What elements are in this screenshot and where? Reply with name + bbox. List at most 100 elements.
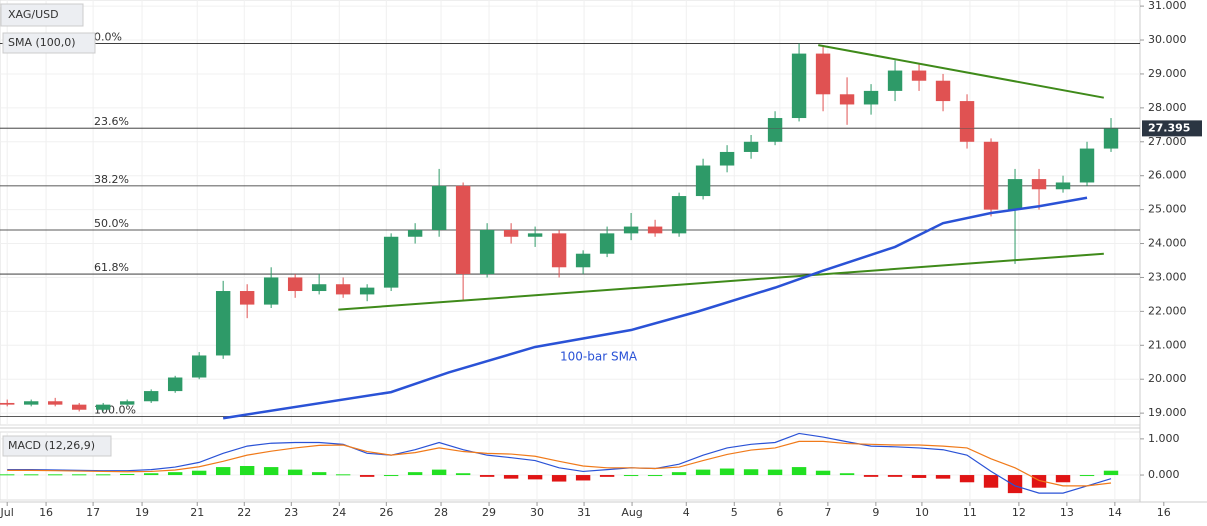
candle-body [191, 355, 207, 378]
histogram-bar [119, 473, 135, 476]
candle-body [863, 90, 879, 105]
price-panel [0, 0, 1141, 426]
candle-body [1031, 179, 1047, 190]
fib-label: 23.6% [94, 115, 129, 128]
candle-body [887, 70, 903, 91]
x-tick-label: 21 [190, 506, 204, 519]
histogram-bar [407, 472, 423, 476]
fib-label: 61.8% [94, 261, 129, 274]
trendline [818, 44, 1104, 99]
price-plot: 0.0%23.6%38.2%50.0%61.8%100.0% [0, 0, 1140, 425]
candle-body [383, 236, 399, 288]
candle-body [407, 229, 423, 237]
histogram-bar [719, 468, 735, 476]
macd-line [7, 432, 1112, 494]
x-tick-label: 5 [731, 506, 738, 519]
histogram-bar [287, 469, 303, 476]
y-tick-label: 22.000 [1148, 304, 1187, 317]
candle-body [1079, 148, 1095, 183]
candle-body [911, 70, 927, 81]
y-tick-label: 0.000 [1148, 468, 1180, 481]
histogram-bar [191, 470, 207, 476]
histogram-bar [791, 467, 807, 476]
candle-body [143, 391, 159, 402]
histogram-bar [671, 472, 687, 476]
candle-body [1103, 128, 1119, 149]
candle-body [671, 196, 687, 234]
histogram-bar [47, 474, 63, 476]
x-tick-label: Aug [621, 506, 642, 519]
candle-body [479, 229, 495, 275]
histogram-bar [1055, 475, 1071, 483]
candle-body [431, 185, 447, 230]
x-tick-label: 9 [872, 506, 879, 519]
candle-body [239, 291, 255, 305]
histogram-bar [887, 475, 903, 477]
histogram-bar [431, 469, 447, 476]
candle-body [527, 233, 543, 237]
candle-body [503, 229, 519, 237]
candle-body [839, 94, 855, 105]
histogram-bar [71, 474, 87, 476]
x-tick-label: 10 [915, 506, 929, 519]
candle-body [935, 80, 951, 102]
candle-body [1007, 179, 1023, 210]
histogram-bar [503, 475, 519, 479]
x-tick-label: 30 [530, 506, 544, 519]
candle-body [575, 253, 591, 268]
histogram-bar [479, 475, 495, 477]
histogram-bar [839, 473, 855, 476]
candle-body [695, 165, 711, 197]
histogram-bar [359, 475, 375, 477]
macd-panel [0, 431, 1141, 501]
x-tick-label: 11 [963, 506, 977, 519]
sma-label: 100-bar SMA [560, 350, 638, 364]
candle-body [263, 277, 279, 305]
candle-body [23, 401, 39, 405]
y-tick-label: 26.000 [1148, 169, 1187, 182]
candle-body [47, 401, 63, 405]
y-tick-label: 30.000 [1148, 33, 1187, 46]
x-tick-label: 16 [1157, 506, 1171, 519]
candle-body [119, 401, 135, 405]
x-tick-label: 23 [284, 506, 298, 519]
histogram-bar [743, 469, 759, 476]
y-tick-label: 20.000 [1148, 372, 1187, 385]
last-price-box [1142, 120, 1202, 137]
candle-body [983, 141, 999, 210]
histogram-bar [575, 475, 591, 481]
histogram-bar [959, 475, 975, 483]
y-tick-label: 29.000 [1148, 67, 1187, 80]
histogram-bar [239, 466, 255, 476]
y-tick-label: 19.000 [1148, 406, 1187, 419]
candle-body [743, 141, 759, 152]
x-tick-label: 13 [1060, 506, 1074, 519]
y-tick-label: 1.000 [1148, 432, 1180, 445]
histogram-bar [0, 474, 15, 476]
x-tick-label: 24 [332, 506, 346, 519]
histogram-bar [167, 472, 183, 476]
x-tick-label: 7 [824, 506, 831, 519]
candle-body [623, 226, 639, 234]
histogram-bar [455, 473, 471, 476]
histogram-bar [911, 475, 927, 478]
x-tick-label: 16 [39, 506, 53, 519]
histogram-bar [983, 475, 999, 488]
candle-body [167, 377, 183, 392]
x-tick-label: 14 [1108, 506, 1122, 519]
x-tick-label: 12 [1012, 506, 1026, 519]
candle-body [215, 291, 231, 356]
histogram-bar [311, 472, 327, 476]
candle-body [0, 402, 15, 405]
y-tick-label: 24.000 [1148, 237, 1187, 250]
candle-body [767, 118, 783, 142]
y-tick-label: 25.000 [1148, 203, 1187, 216]
histogram-bar [95, 474, 111, 476]
candle-body [959, 101, 975, 142]
y-tick-label: 27.000 [1148, 135, 1187, 148]
x-tick-label: 31 [577, 506, 591, 519]
candle-body [71, 404, 87, 410]
x-tick-label: 26 [379, 506, 393, 519]
candle-body [359, 287, 375, 295]
